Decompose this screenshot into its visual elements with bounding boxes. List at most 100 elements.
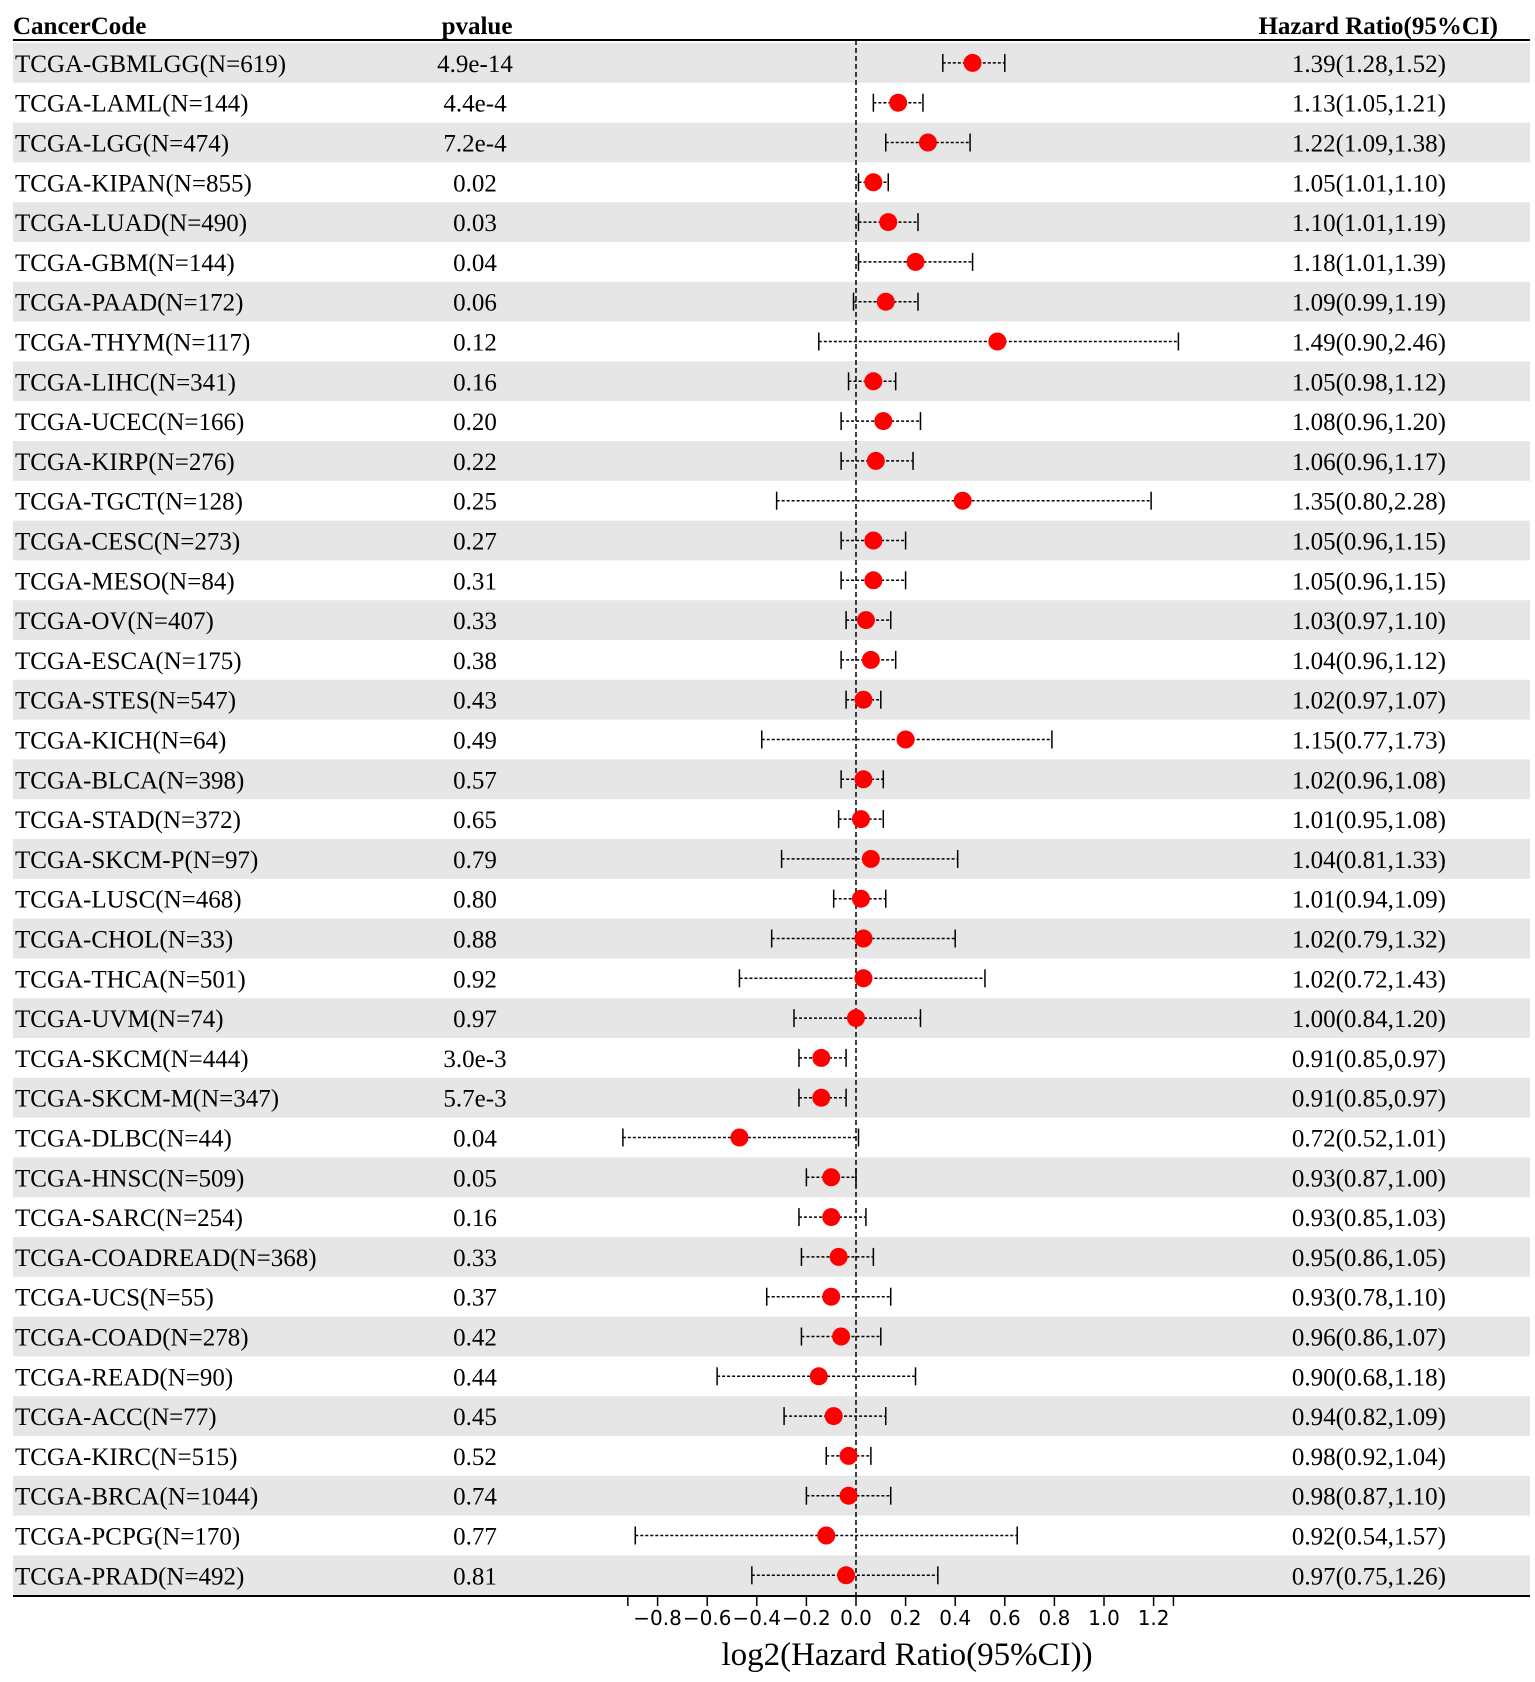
row-hazard-ratio: 1.01(0.95,1.08): [1292, 807, 1446, 834]
estimate-point: [861, 849, 880, 868]
x-axis: −0.8 −0.6 −0.4 −0.2 0.0 0.2 0.4 0.6 0.8 1.0 1.2: [627, 1595, 1175, 1630]
row-stripe: [13, 1475, 1530, 1516]
row-label: TCGA-LUSC(N=468): [15, 887, 242, 914]
x-tick-label: 1.2: [1138, 1606, 1170, 1630]
estimate-point: [864, 531, 883, 550]
row-label: TCGA-LUAD(N=490): [15, 210, 247, 237]
row-stripe: [13, 520, 1530, 561]
table-rows: TCGA-GBMLGG(N=619) 4.9e-14 1.39(1.28,1.52)…: [15, 51, 1446, 1590]
row-stripe: [13, 839, 1530, 879]
row-hazard-ratio: 0.93(0.85,1.03): [1292, 1205, 1446, 1232]
x-tick-label: −0.8: [633, 1606, 682, 1630]
row-pvalue: 0.81: [453, 1563, 497, 1590]
row-pvalue: 0.04: [453, 1126, 497, 1153]
row-stripe: [13, 1237, 1530, 1277]
row-hazard-ratio: 1.04(0.96,1.12): [1292, 648, 1446, 675]
estimate-point: [988, 332, 1007, 351]
row-hazard-ratio: 0.98(0.92,1.04): [1292, 1444, 1446, 1471]
row-hazard-ratio: 1.04(0.81,1.33): [1292, 847, 1446, 874]
row-pvalue: 0.44: [453, 1364, 497, 1391]
row-label: TCGA-DLBC(N=44): [15, 1126, 232, 1153]
row-label: TCGA-KIPAN(N=855): [15, 170, 252, 197]
estimate-point: [854, 969, 873, 988]
row-pvalue: 4.4e-4: [443, 91, 507, 118]
row-pvalue: 0.31: [453, 568, 497, 595]
x-tick-label: −0.6: [683, 1606, 732, 1630]
forest-marks: [622, 40, 1180, 1596]
row-pvalue: 0.43: [453, 688, 497, 715]
estimate-point: [864, 173, 883, 192]
row-pvalue: 0.74: [453, 1484, 497, 1511]
row-label: TCGA-COADREAD(N=368): [15, 1245, 317, 1272]
estimate-point: [953, 491, 972, 510]
row-stripe: [13, 1157, 1530, 1198]
estimate-point: [876, 292, 895, 311]
row-label: TCGA-KIRP(N=276): [15, 449, 235, 476]
row-label: TCGA-STAD(N=372): [15, 807, 241, 834]
row-label: TCGA-READ(N=90): [15, 1364, 233, 1391]
row-pvalue: 0.20: [453, 409, 497, 436]
row-hazard-ratio: 1.18(1.01,1.39): [1292, 250, 1446, 277]
estimate-point: [839, 1486, 858, 1505]
row-hazard-ratio: 0.93(0.87,1.00): [1292, 1165, 1446, 1192]
row-pvalue: 0.12: [453, 330, 497, 357]
row-stripe: [13, 1316, 1530, 1357]
estimate-point: [822, 1168, 841, 1187]
row-label: TCGA-PCPG(N=170): [15, 1524, 240, 1551]
row-pvalue: 0.03: [453, 210, 497, 237]
estimate-point: [829, 1247, 848, 1266]
row-pvalue: 0.38: [453, 648, 497, 675]
row-label: TCGA-GBMLGG(N=619): [15, 51, 286, 78]
row-hazard-ratio: 0.94(0.82,1.09): [1292, 1404, 1446, 1431]
x-tick-label: 0.8: [1038, 1606, 1070, 1630]
x-tick-label: −0.4: [733, 1606, 782, 1630]
row-hazard-ratio: 1.03(0.97,1.10): [1292, 608, 1446, 635]
row-pvalue: 3.0e-3: [443, 1046, 506, 1073]
x-tick-label: −0.2: [782, 1606, 831, 1630]
header-pvalue: pvalue: [442, 13, 513, 40]
estimate-point: [817, 1526, 836, 1545]
estimate-point: [906, 252, 925, 271]
row-label: TCGA-STES(N=547): [15, 688, 236, 715]
row-stripe: [13, 441, 1530, 481]
x-tick-label: 1.0: [1088, 1606, 1120, 1630]
estimate-point: [809, 1367, 828, 1386]
estimate-point: [856, 611, 875, 630]
estimate-point: [851, 810, 870, 829]
estimate-point: [854, 690, 873, 709]
row-pvalue: 0.05: [453, 1165, 497, 1192]
row-label: TCGA-CHOL(N=33): [15, 927, 233, 954]
estimate-point: [861, 650, 880, 669]
x-tick-label: 0.6: [989, 1606, 1021, 1630]
row-pvalue: 0.80: [453, 887, 497, 914]
row-hazard-ratio: 0.93(0.78,1.10): [1292, 1285, 1446, 1312]
row-hazard-ratio: 0.91(0.85,0.97): [1292, 1046, 1446, 1073]
row-hazard-ratio: 0.91(0.85,0.97): [1292, 1086, 1446, 1113]
row-label: TCGA-LGG(N=474): [15, 131, 229, 158]
estimate-point: [864, 571, 883, 590]
row-pvalue: 0.04: [453, 250, 497, 277]
row-label: TCGA-GBM(N=144): [15, 250, 235, 277]
estimate-point: [854, 929, 873, 948]
estimate-point: [874, 412, 893, 431]
row-pvalue: 0.22: [453, 449, 497, 476]
row-hazard-ratio: 1.49(0.90,2.46): [1292, 330, 1446, 357]
row-hazard-ratio: 1.22(1.09,1.38): [1292, 131, 1446, 158]
row-hazard-ratio: 1.02(0.79,1.32): [1292, 927, 1446, 954]
row-stripe: [13, 281, 1530, 322]
row-hazard-ratio: 1.13(1.05,1.21): [1292, 91, 1446, 118]
row-pvalue: 4.9e-14: [437, 51, 513, 78]
row-hazard-ratio: 1.10(1.01,1.19): [1292, 210, 1446, 237]
row-pvalue: 0.52: [453, 1444, 497, 1471]
row-hazard-ratio: 1.01(0.94,1.09): [1292, 887, 1446, 914]
row-pvalue: 0.49: [453, 728, 497, 755]
row-hazard-ratio: 1.02(0.97,1.07): [1292, 688, 1446, 715]
row-pvalue: 0.27: [453, 529, 497, 556]
row-label: TCGA-UCS(N=55): [15, 1285, 214, 1312]
row-stripe: [13, 1555, 1530, 1596]
row-pvalue: 5.7e-3: [443, 1086, 506, 1113]
row-pvalue: 0.42: [453, 1325, 497, 1352]
header-cancer-code: CancerCode: [13, 13, 146, 40]
row-hazard-ratio: 1.02(0.72,1.43): [1292, 966, 1446, 993]
row-pvalue: 0.79: [453, 847, 497, 874]
